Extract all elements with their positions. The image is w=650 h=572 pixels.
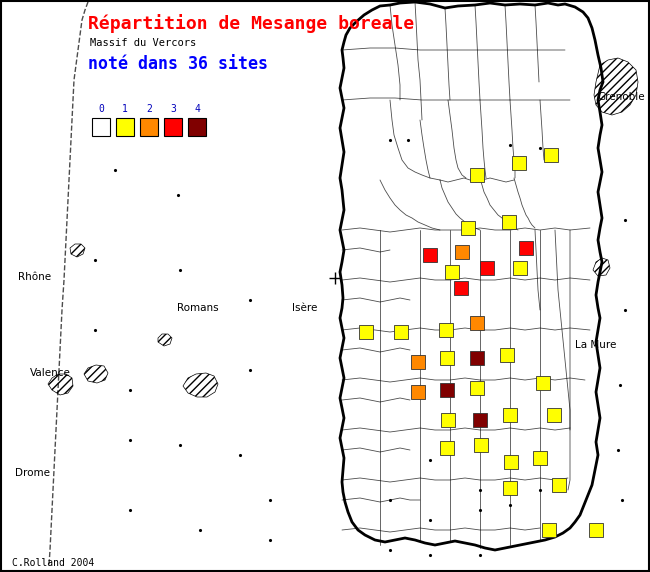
Text: 3: 3 [170, 104, 176, 114]
Text: 2: 2 [146, 104, 152, 114]
Bar [500, 348, 514, 362]
Bar [439, 323, 453, 337]
Polygon shape [340, 2, 603, 550]
Text: C.Rolland 2004: C.Rolland 2004 [12, 558, 94, 568]
Bar [454, 281, 468, 295]
Bar [533, 451, 547, 465]
Bar [473, 413, 487, 427]
Bar [504, 455, 518, 469]
Bar [536, 376, 550, 390]
Bar [470, 168, 484, 182]
Bar [411, 355, 425, 369]
Bar [502, 215, 516, 229]
Text: Rhône: Rhône [18, 272, 51, 282]
Bar [445, 265, 459, 279]
Text: Valence: Valence [30, 368, 71, 378]
Text: Répartition de Mesange boreale: Répartition de Mesange boreale [88, 14, 414, 33]
Bar [542, 523, 556, 537]
Bar [440, 441, 454, 455]
Bar [116, 118, 134, 136]
Bar [470, 316, 484, 330]
Bar [480, 261, 494, 275]
Bar [411, 385, 425, 399]
Bar [503, 481, 517, 495]
Bar [513, 261, 527, 275]
Text: Isère: Isère [292, 303, 317, 313]
Text: La Mure: La Mure [575, 340, 616, 350]
Text: Grenoble: Grenoble [597, 92, 645, 102]
Bar [470, 351, 484, 365]
Text: Massif du Vercors: Massif du Vercors [90, 38, 196, 48]
Bar [359, 325, 373, 339]
Text: Romans: Romans [177, 303, 218, 313]
Bar [188, 118, 206, 136]
Bar [474, 438, 488, 452]
Bar [461, 221, 475, 235]
Text: 1: 1 [122, 104, 128, 114]
Bar [589, 523, 603, 537]
Bar [441, 413, 455, 427]
Bar [512, 156, 526, 170]
Bar [440, 383, 454, 397]
Bar [92, 118, 110, 136]
Bar [552, 478, 566, 492]
Bar [470, 381, 484, 395]
Bar [140, 118, 158, 136]
Bar [519, 241, 533, 255]
Bar [394, 325, 408, 339]
Bar [544, 148, 558, 162]
Text: 4: 4 [194, 104, 200, 114]
Bar [423, 248, 437, 262]
Text: 0: 0 [98, 104, 104, 114]
Text: Drome: Drome [15, 468, 50, 478]
Text: noté dans 36 sites: noté dans 36 sites [88, 55, 268, 73]
Bar [455, 245, 469, 259]
Bar [164, 118, 182, 136]
Bar [440, 351, 454, 365]
Bar [503, 408, 517, 422]
Bar [547, 408, 561, 422]
